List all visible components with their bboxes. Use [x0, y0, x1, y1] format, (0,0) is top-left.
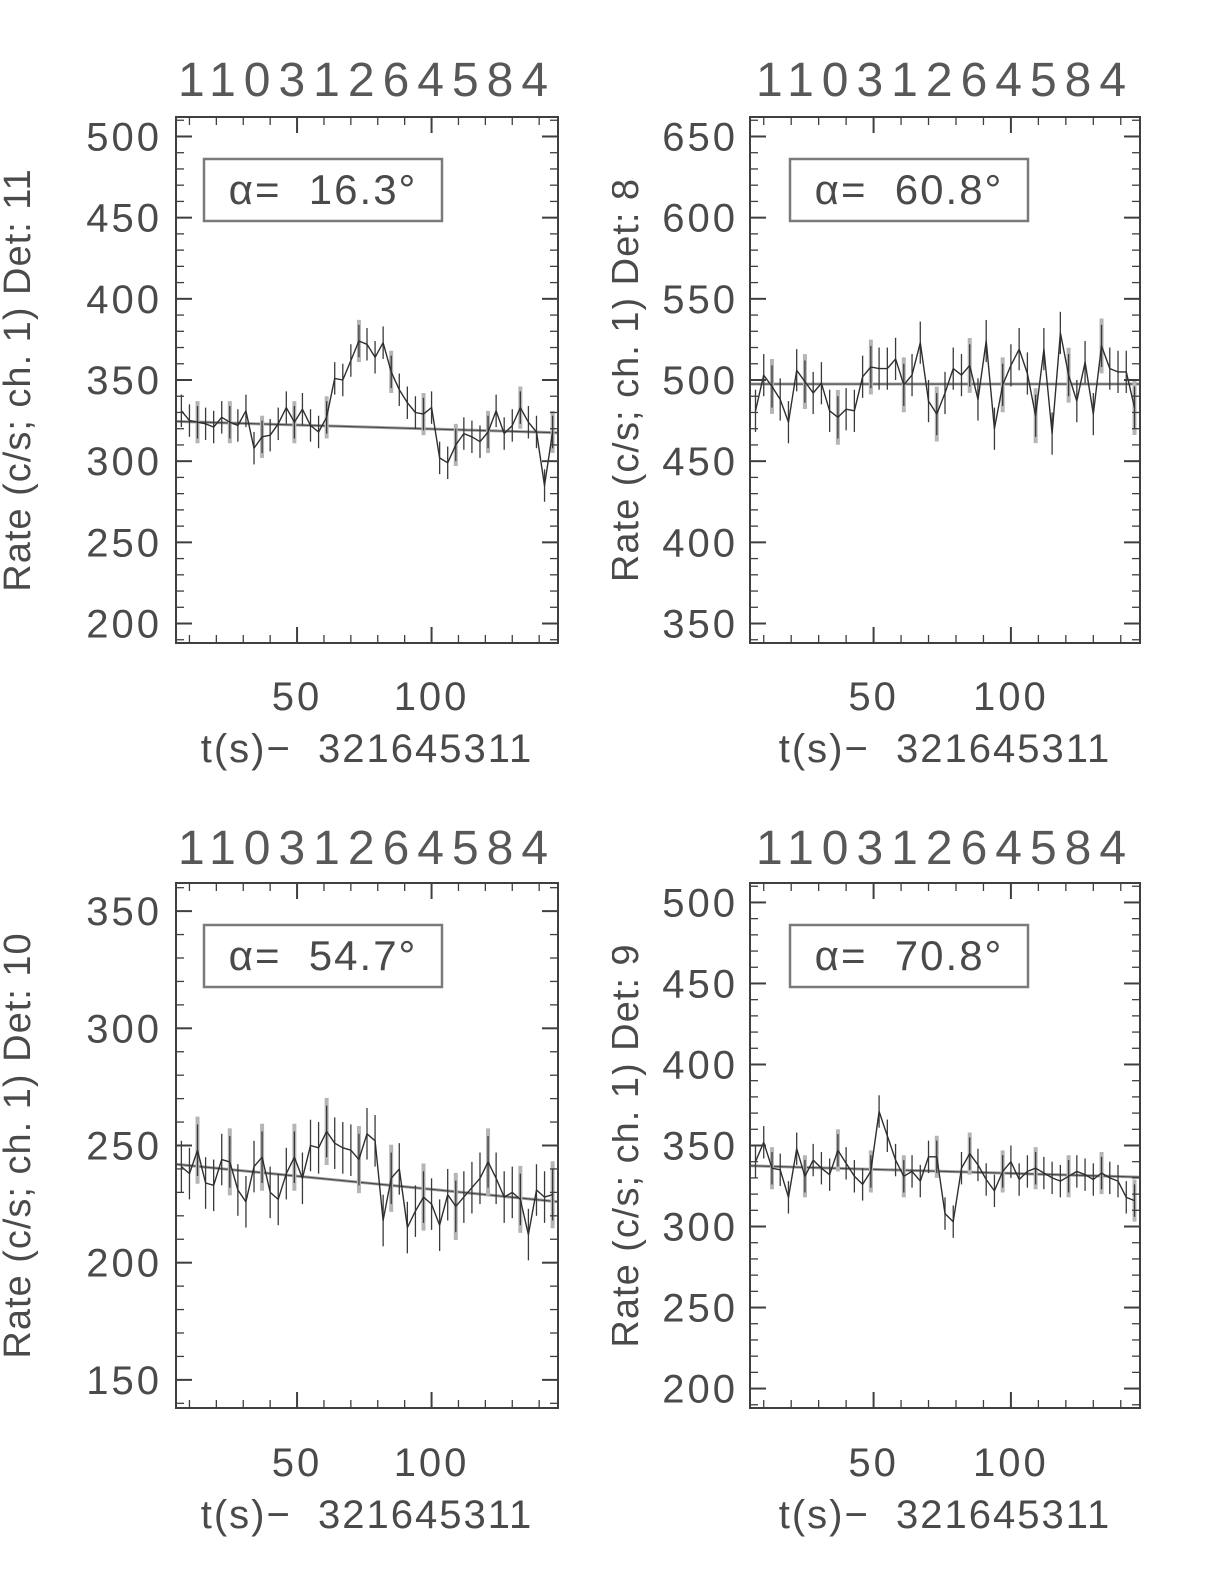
data-line: [180, 340, 554, 487]
x-tick-label: 100: [973, 1441, 1049, 1485]
y-tick-label: 200: [86, 603, 162, 647]
alpha-label: α= 70.8°: [815, 932, 1004, 979]
panel-det-11: 200 250 300 350 400 450 500 50 100 11031264584 t(s…: [0, 54, 559, 771]
y-tick-label: 200: [662, 1368, 738, 1412]
panel-det-10: 150 200 250 300 350 50 100 11031264584 t(s)− 321…: [0, 822, 559, 1537]
y-tick-label: 500: [662, 359, 738, 403]
y-tick-label: 250: [662, 1287, 738, 1331]
chart-panel-top-right: 350 400 450 500 550 600 650 50 100 11031264584 t(s…: [612, 0, 1224, 790]
axis-ticks: [176, 117, 558, 643]
y-tick-label: 450: [662, 962, 738, 1006]
y-axis-label: Rate (c/s; ch. 1) Det: 8: [612, 178, 647, 582]
data-line: [754, 1110, 1135, 1223]
x-axis-label: t(s)− 321645311: [779, 1493, 1112, 1537]
alpha-label: α= 54.7°: [229, 932, 418, 979]
x-tick-label: 100: [973, 675, 1049, 719]
y-tick-label: 450: [86, 197, 162, 241]
y-tick-label: 650: [662, 115, 738, 159]
y-tick-label: 600: [662, 197, 738, 241]
panel-det-8: 350 400 450 500 550 600 650 50 100 11031264584 t(s…: [612, 54, 1141, 771]
y-tick-label: 350: [662, 1125, 738, 1169]
chart-panel-bottom-right: 200 250 300 350 400 450 500 50 100 11031264584 t(s…: [612, 790, 1224, 1584]
fit-line: [175, 1162, 559, 1204]
error-bars: [180, 319, 555, 502]
alpha-box: [202, 923, 444, 989]
y-tick-label: 300: [86, 440, 162, 484]
data-line: [180, 1130, 553, 1236]
alpha-box: [788, 157, 1030, 223]
axis-ticks: [176, 883, 558, 1408]
y-tick-label: 150: [86, 1359, 162, 1403]
panel-title: 11031264584: [756, 822, 1134, 875]
y-tick-label: 500: [86, 115, 162, 159]
y-tick-label: 500: [662, 881, 738, 925]
x-tick-label: 50: [272, 675, 323, 719]
data-line: [754, 332, 1136, 435]
y-tick-label: 300: [662, 1206, 738, 1250]
y-tick-label: 450: [662, 440, 738, 484]
x-axis-label: t(s)− 321645311: [201, 727, 534, 771]
axis-ticks: [750, 883, 1140, 1408]
y-tick-label: 350: [662, 603, 738, 647]
panel-det-9: 200 250 300 350 400 450 500 50 100 11031264584 t(s…: [612, 822, 1141, 1537]
alpha-box: [788, 923, 1030, 989]
axis-ticks: [750, 117, 1140, 643]
alpha-label: α= 60.8°: [815, 166, 1004, 213]
alpha-box: [202, 157, 444, 223]
x-tick-label: 100: [394, 1441, 470, 1485]
x-tick-label: 100: [394, 675, 470, 719]
y-tick-label: 550: [662, 278, 738, 322]
y-tick-label: 250: [86, 1125, 162, 1169]
y-tick-label: 400: [662, 1043, 738, 1087]
y-tick-label: 400: [662, 521, 738, 565]
y-tick-label: 350: [86, 359, 162, 403]
y-axis-label: Rate (c/s; ch. 1) Det: 10: [0, 932, 39, 1358]
panel-title: 11031264584: [756, 54, 1134, 107]
x-tick-label: 50: [848, 675, 899, 719]
chart-panel-bottom-left: 150 200 250 300 350 50 100 11031264584 t(s)− 321…: [0, 790, 612, 1584]
x-axis-label: t(s)− 321645311: [779, 727, 1112, 771]
y-tick-label: 300: [86, 1007, 162, 1051]
panel-title: 11031264584: [178, 822, 556, 875]
y-tick-label: 350: [86, 890, 162, 934]
x-tick-label: 50: [272, 1441, 323, 1485]
x-tick-label: 50: [848, 1441, 899, 1485]
y-axis-label: Rate (c/s; ch. 1) Det: 11: [0, 168, 39, 591]
fit-line: [749, 1164, 1141, 1179]
x-axis-label: t(s)− 321645311: [201, 1493, 534, 1537]
chart-panel-top-left: 200 250 300 350 400 450 500 50 100 11031264584 t(s…: [0, 0, 612, 790]
y-axis-label: Rate (c/s; ch. 1) Det: 9: [612, 943, 647, 1347]
y-tick-label: 400: [86, 278, 162, 322]
alpha-label: α= 16.3°: [229, 166, 418, 213]
y-tick-label: 250: [86, 521, 162, 565]
panel-title: 11031264584: [178, 54, 556, 107]
y-tick-label: 200: [86, 1242, 162, 1286]
